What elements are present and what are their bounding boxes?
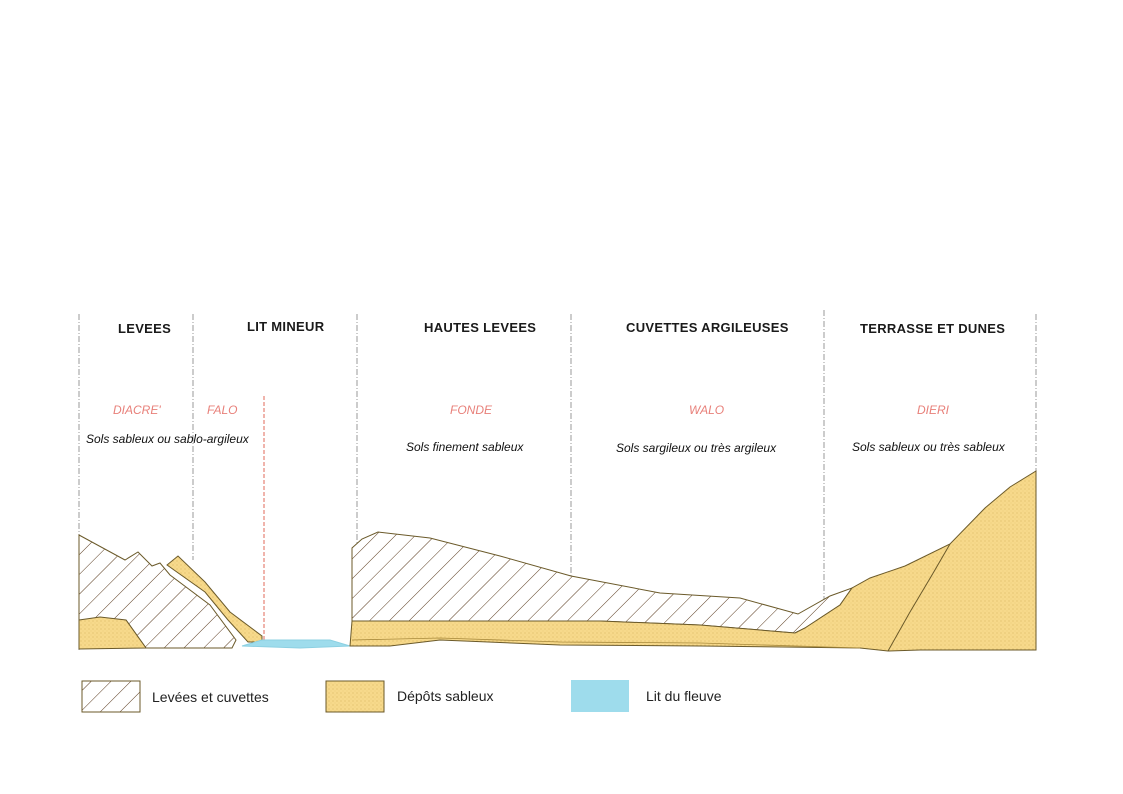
soil-desc-levees: Sols sableux ou sablo-argileux [86, 432, 249, 446]
zone-title-terrasse-et-dunes: TERRASSE ET DUNES [860, 321, 1006, 336]
legend-label-levees-cuvettes: Levées et cuvettes [152, 689, 269, 705]
local-name-dieri: DIERI [917, 403, 950, 417]
zone-title-hautes-levees: HAUTES LEVEES [424, 320, 537, 335]
local-name-fonde: FONDE [450, 403, 492, 417]
sandy-deposits-main [349, 470, 1037, 652]
dune-contact-line [887, 543, 951, 652]
legend-label-depots-sableux: Dépôts sableux [397, 688, 494, 704]
local-name-falo: FALO [207, 403, 238, 417]
zone-title-lit-mineur: LIT MINEUR [247, 319, 325, 334]
soil-desc-terrasse: Sols sableux ou très sableux [852, 440, 1005, 454]
legend-swatch-hatch [81, 680, 141, 713]
zone-title-cuvettes-argileuses: CUVETTES ARGILEUSES [626, 320, 789, 335]
soil-desc-hautes-levees: Sols finement sableux [406, 440, 524, 454]
local-name-diacre: DIACRE' [113, 403, 161, 417]
local-name-walo: WALO [689, 403, 725, 417]
hautes-levees-hatch [351, 531, 854, 634]
river-water [241, 639, 351, 649]
legend-swatch-sand [325, 680, 385, 713]
sand-contact-line [351, 637, 861, 649]
soil-desc-cuvettes: Sols sargileux ou très argileux [616, 441, 777, 455]
sand-lens-left [78, 616, 147, 650]
zone-title-levees: LEVEES [118, 321, 172, 336]
falo-sand-strip [166, 555, 263, 643]
legend-label-lit-du-fleuve: Lit du fleuve [646, 688, 722, 704]
legend-swatch-water [571, 680, 629, 712]
